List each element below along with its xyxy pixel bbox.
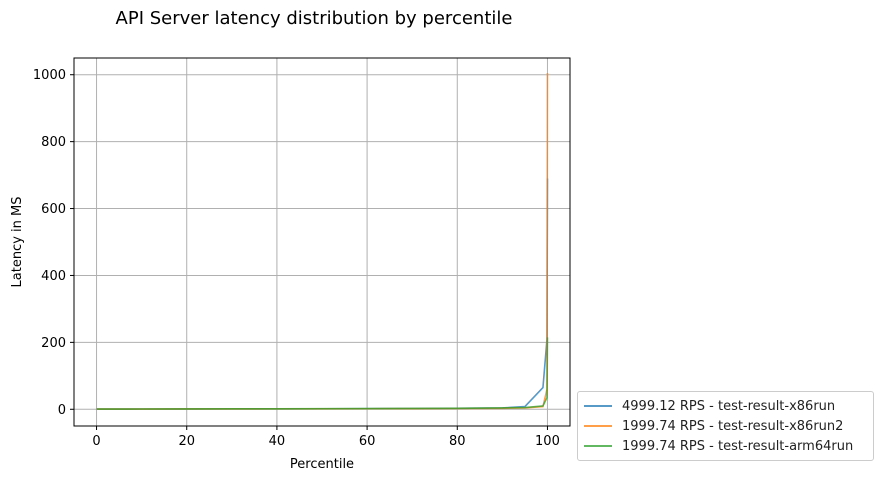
chart-title: API Server latency distribution by perce…: [116, 8, 513, 29]
plot-frame: [73, 57, 571, 427]
x-tick-label: 0: [92, 434, 100, 449]
series-line-2: [96, 73, 549, 410]
y-axis-label: Latency in MS: [10, 197, 25, 288]
series-lines: [96, 73, 549, 410]
x-tick-label: 100: [535, 434, 560, 449]
series-line-1: [96, 178, 549, 410]
legend-item-1: 4999.12 RPS - test-result-x86run: [584, 396, 873, 416]
x-tick-label: 20: [178, 434, 195, 449]
y-tick-label: 200: [41, 336, 66, 351]
legend-label: 1999.74 RPS - test-result-x86run2: [622, 418, 844, 434]
x-axis-label: Percentile: [290, 457, 354, 472]
y-tick-label: 600: [41, 202, 66, 217]
series-line-3: [96, 337, 549, 410]
legend-swatch: [584, 425, 612, 427]
y-tick-label: 0: [58, 403, 66, 418]
y-tick-label: 800: [41, 135, 66, 150]
y-tick-label: 400: [41, 269, 66, 284]
legend-item-3: 1999.74 RPS - test-result-arm64run: [584, 436, 873, 456]
legend-swatch: [584, 445, 612, 447]
legend-swatch: [584, 405, 612, 407]
x-tick-label: 80: [449, 434, 466, 449]
legend-item-2: 1999.74 RPS - test-result-x86run2: [584, 416, 873, 436]
x-tick-label: 40: [269, 434, 286, 449]
grid: [74, 58, 570, 426]
x-tick-label: 60: [359, 434, 376, 449]
legend-label: 1999.74 RPS - test-result-arm64run: [622, 438, 854, 454]
y-tick-label: 1000: [33, 68, 66, 83]
legend-label: 4999.12 RPS - test-result-x86run: [622, 398, 836, 414]
legend: 4999.12 RPS - test-result-x86run 1999.74 …: [577, 391, 874, 461]
